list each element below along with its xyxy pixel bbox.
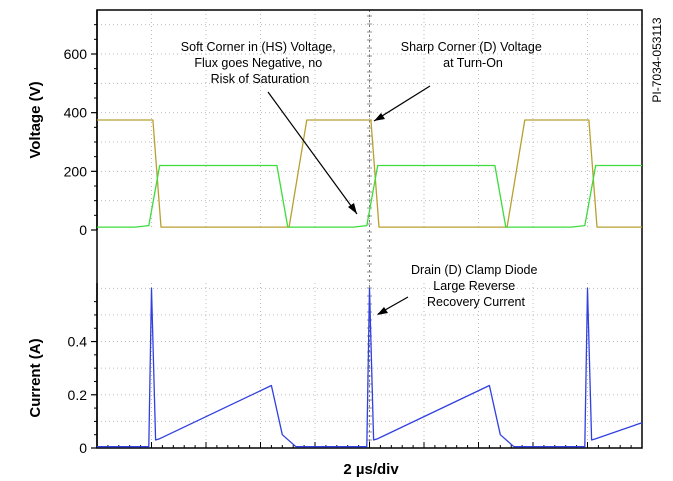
y-tick-label: 200 <box>64 163 88 179</box>
y-tick-label: 0.4 <box>68 334 88 350</box>
voltage-axis-title: Voltage (V) <box>27 81 44 158</box>
annotation-sharp-corner-arrowhead <box>374 113 385 121</box>
annotation-clamp-diode-line-1: Drain (D) Clamp Diode <box>411 263 537 277</box>
annotation-sharp-corner-line-1: Sharp Corner (D) Voltage <box>401 40 542 54</box>
annotation-clamp-diode-line-3: Recovery Current <box>427 295 525 309</box>
current-axis-title: Current (A) <box>27 338 44 417</box>
y-tick-label: 0 <box>79 222 87 238</box>
x-axis-title: 2 µs/div <box>343 461 399 478</box>
annotation-clamp-diode: Drain (D) Clamp Diode Large Reverse Reco… <box>377 263 541 315</box>
y-tick-label: 400 <box>64 105 88 121</box>
y-tick-label: 0 <box>79 440 87 456</box>
annotation-clamp-diode-text: Drain (D) Clamp Diode Large Reverse Reco… <box>411 263 541 309</box>
annotation-soft-corner-arrowhead <box>348 203 357 214</box>
trace-series-1-0 <box>97 287 643 448</box>
figure-id: PI-7034-053113 <box>650 17 664 103</box>
y-tick-label: 600 <box>64 46 88 62</box>
annotation-sharp-corner-arrow <box>373 85 431 122</box>
annotation-soft-corner-arrow <box>267 91 358 215</box>
annotation-soft-corner-text: Soft Corner in (HS) Voltage, Flux goes N… <box>181 40 339 86</box>
trace-series-0-1 <box>97 164 642 228</box>
axes <box>91 9 643 449</box>
annotation-clamp-diode-line-2: Large Reverse <box>433 279 515 293</box>
annotation-sharp-corner: Sharp Corner (D) Voltage at Turn-On <box>373 40 546 122</box>
trace-series-0-0 <box>97 119 642 228</box>
annotation-soft-corner: Soft Corner in (HS) Voltage, Flux goes N… <box>181 40 358 215</box>
annotation-soft-corner-line-2: Flux goes Negative, no <box>194 56 322 70</box>
annotation-sharp-corner-line-2: at Turn-On <box>443 56 503 70</box>
y-tick-label: 0.2 <box>68 387 88 403</box>
annotation-sharp-corner-text: Sharp Corner (D) Voltage at Turn-On <box>401 40 546 70</box>
grid <box>97 10 642 448</box>
traces <box>97 119 643 448</box>
annotation-soft-corner-line-1: Soft Corner in (HS) Voltage, <box>181 40 336 54</box>
annotation-soft-corner-line-3: Risk of Saturation <box>211 72 310 86</box>
tick-labels: 0 200 400 600 0 0.2 0.4 <box>64 46 88 456</box>
annotation-clamp-diode-arrowhead <box>377 307 388 315</box>
